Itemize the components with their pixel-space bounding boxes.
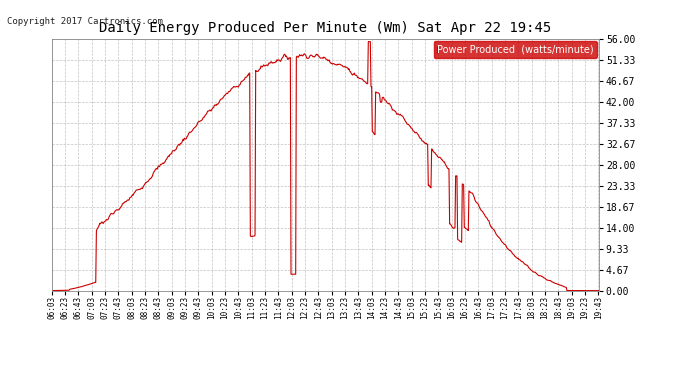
Text: Copyright 2017 Cartronics.com: Copyright 2017 Cartronics.com xyxy=(7,17,163,26)
Title: Daily Energy Produced Per Minute (Wm) Sat Apr 22 19:45: Daily Energy Produced Per Minute (Wm) Sa… xyxy=(99,21,551,35)
Legend: Power Produced  (watts/minute): Power Produced (watts/minute) xyxy=(433,41,597,58)
